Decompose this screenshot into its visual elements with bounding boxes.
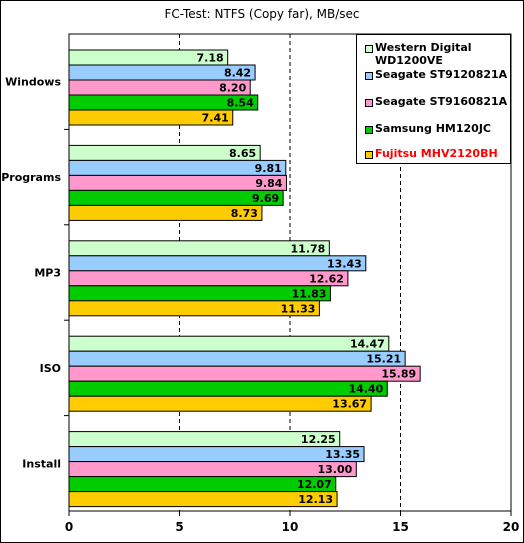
bar [68, 270, 349, 287]
category-label: MP3 [34, 267, 61, 280]
bar-value-label: 8.73 [231, 207, 258, 220]
legend-label: Western Digital WD1200VE [375, 41, 472, 67]
bar-value-label: 11.83 [292, 287, 327, 300]
x-tick-label: 15 [392, 520, 409, 534]
bar [68, 491, 338, 508]
legend-swatch [365, 126, 373, 134]
legend-label: Seagate ST9120821A [375, 68, 508, 81]
bar [68, 461, 357, 478]
legend-label: Samsung HM120JC [375, 122, 491, 135]
bar-value-label: 11.78 [291, 242, 326, 255]
bar [68, 159, 287, 176]
bar-value-label: 13.00 [318, 463, 353, 476]
bar [68, 380, 388, 397]
bar [68, 255, 367, 272]
bar-value-label: 8.65 [229, 147, 256, 160]
x-tick-label: 20 [503, 520, 520, 534]
legend-swatch [365, 99, 373, 107]
bar-value-label: 12.62 [309, 272, 344, 285]
legend: Western Digital WD1200VE Seagate ST91208… [356, 34, 511, 164]
bar [68, 174, 287, 191]
bar-value-label: 12.07 [297, 478, 332, 491]
bar [68, 300, 320, 317]
bar [68, 476, 337, 493]
category-label: Programs [1, 171, 61, 184]
bar [68, 350, 406, 367]
legend-label: Fujitsu MHV2120BH [375, 147, 498, 160]
category-label: Windows [5, 76, 61, 89]
bar-value-label: 8.42 [224, 67, 251, 80]
bar [68, 365, 421, 382]
bar-value-label: 8.54 [227, 97, 254, 110]
bar [68, 431, 341, 448]
bar [68, 109, 234, 126]
bar-value-label: 15.89 [381, 368, 416, 381]
bar-value-label: 9.81 [255, 162, 282, 175]
bar [68, 446, 365, 463]
legend-item-hm120jc: Samsung HM120JC [365, 122, 510, 135]
bar-value-label: 8.20 [219, 82, 246, 95]
bar-value-label: 12.25 [301, 433, 336, 446]
bar-value-label: 14.40 [348, 383, 383, 396]
category-label: ISO [40, 362, 61, 375]
bar-value-label: 12.13 [298, 493, 333, 506]
x-tick-label: 5 [175, 520, 183, 534]
bar-value-label: 13.35 [325, 448, 360, 461]
legend-label: Seagate ST9160821A [375, 95, 508, 108]
legend-swatch [365, 151, 373, 159]
legend-item-st9160821a: Seagate ST9160821A [365, 95, 510, 108]
bar-value-label: 13.67 [332, 398, 367, 411]
legend-item-mhv2120bh: Fujitsu MHV2120BH [365, 147, 510, 160]
bar-value-label: 13.43 [327, 257, 362, 270]
bar-value-label: 7.18 [197, 52, 224, 65]
x-tick-label: 10 [282, 520, 299, 534]
legend-swatch [365, 45, 373, 53]
bar-value-label: 9.84 [255, 177, 282, 190]
legend-swatch [365, 72, 373, 80]
bar-value-label: 11.33 [281, 302, 316, 315]
legend-item-st9120821a: Seagate ST9120821A [365, 68, 510, 81]
legend-item-wd1200ve: Western Digital WD1200VE [365, 41, 510, 67]
bar-value-label: 7.41 [202, 112, 229, 125]
bar [68, 335, 390, 352]
x-tick-label: 0 [65, 520, 73, 534]
bar-value-label: 15.21 [366, 353, 401, 366]
category-label: Install [22, 457, 61, 470]
chart-title: FC-Test: NTFS (Copy far), MB/sec [164, 7, 360, 21]
bar [68, 204, 263, 221]
bar-value-label: 9.69 [252, 192, 279, 205]
bar-value-label: 14.47 [350, 338, 385, 351]
bar [68, 395, 372, 412]
